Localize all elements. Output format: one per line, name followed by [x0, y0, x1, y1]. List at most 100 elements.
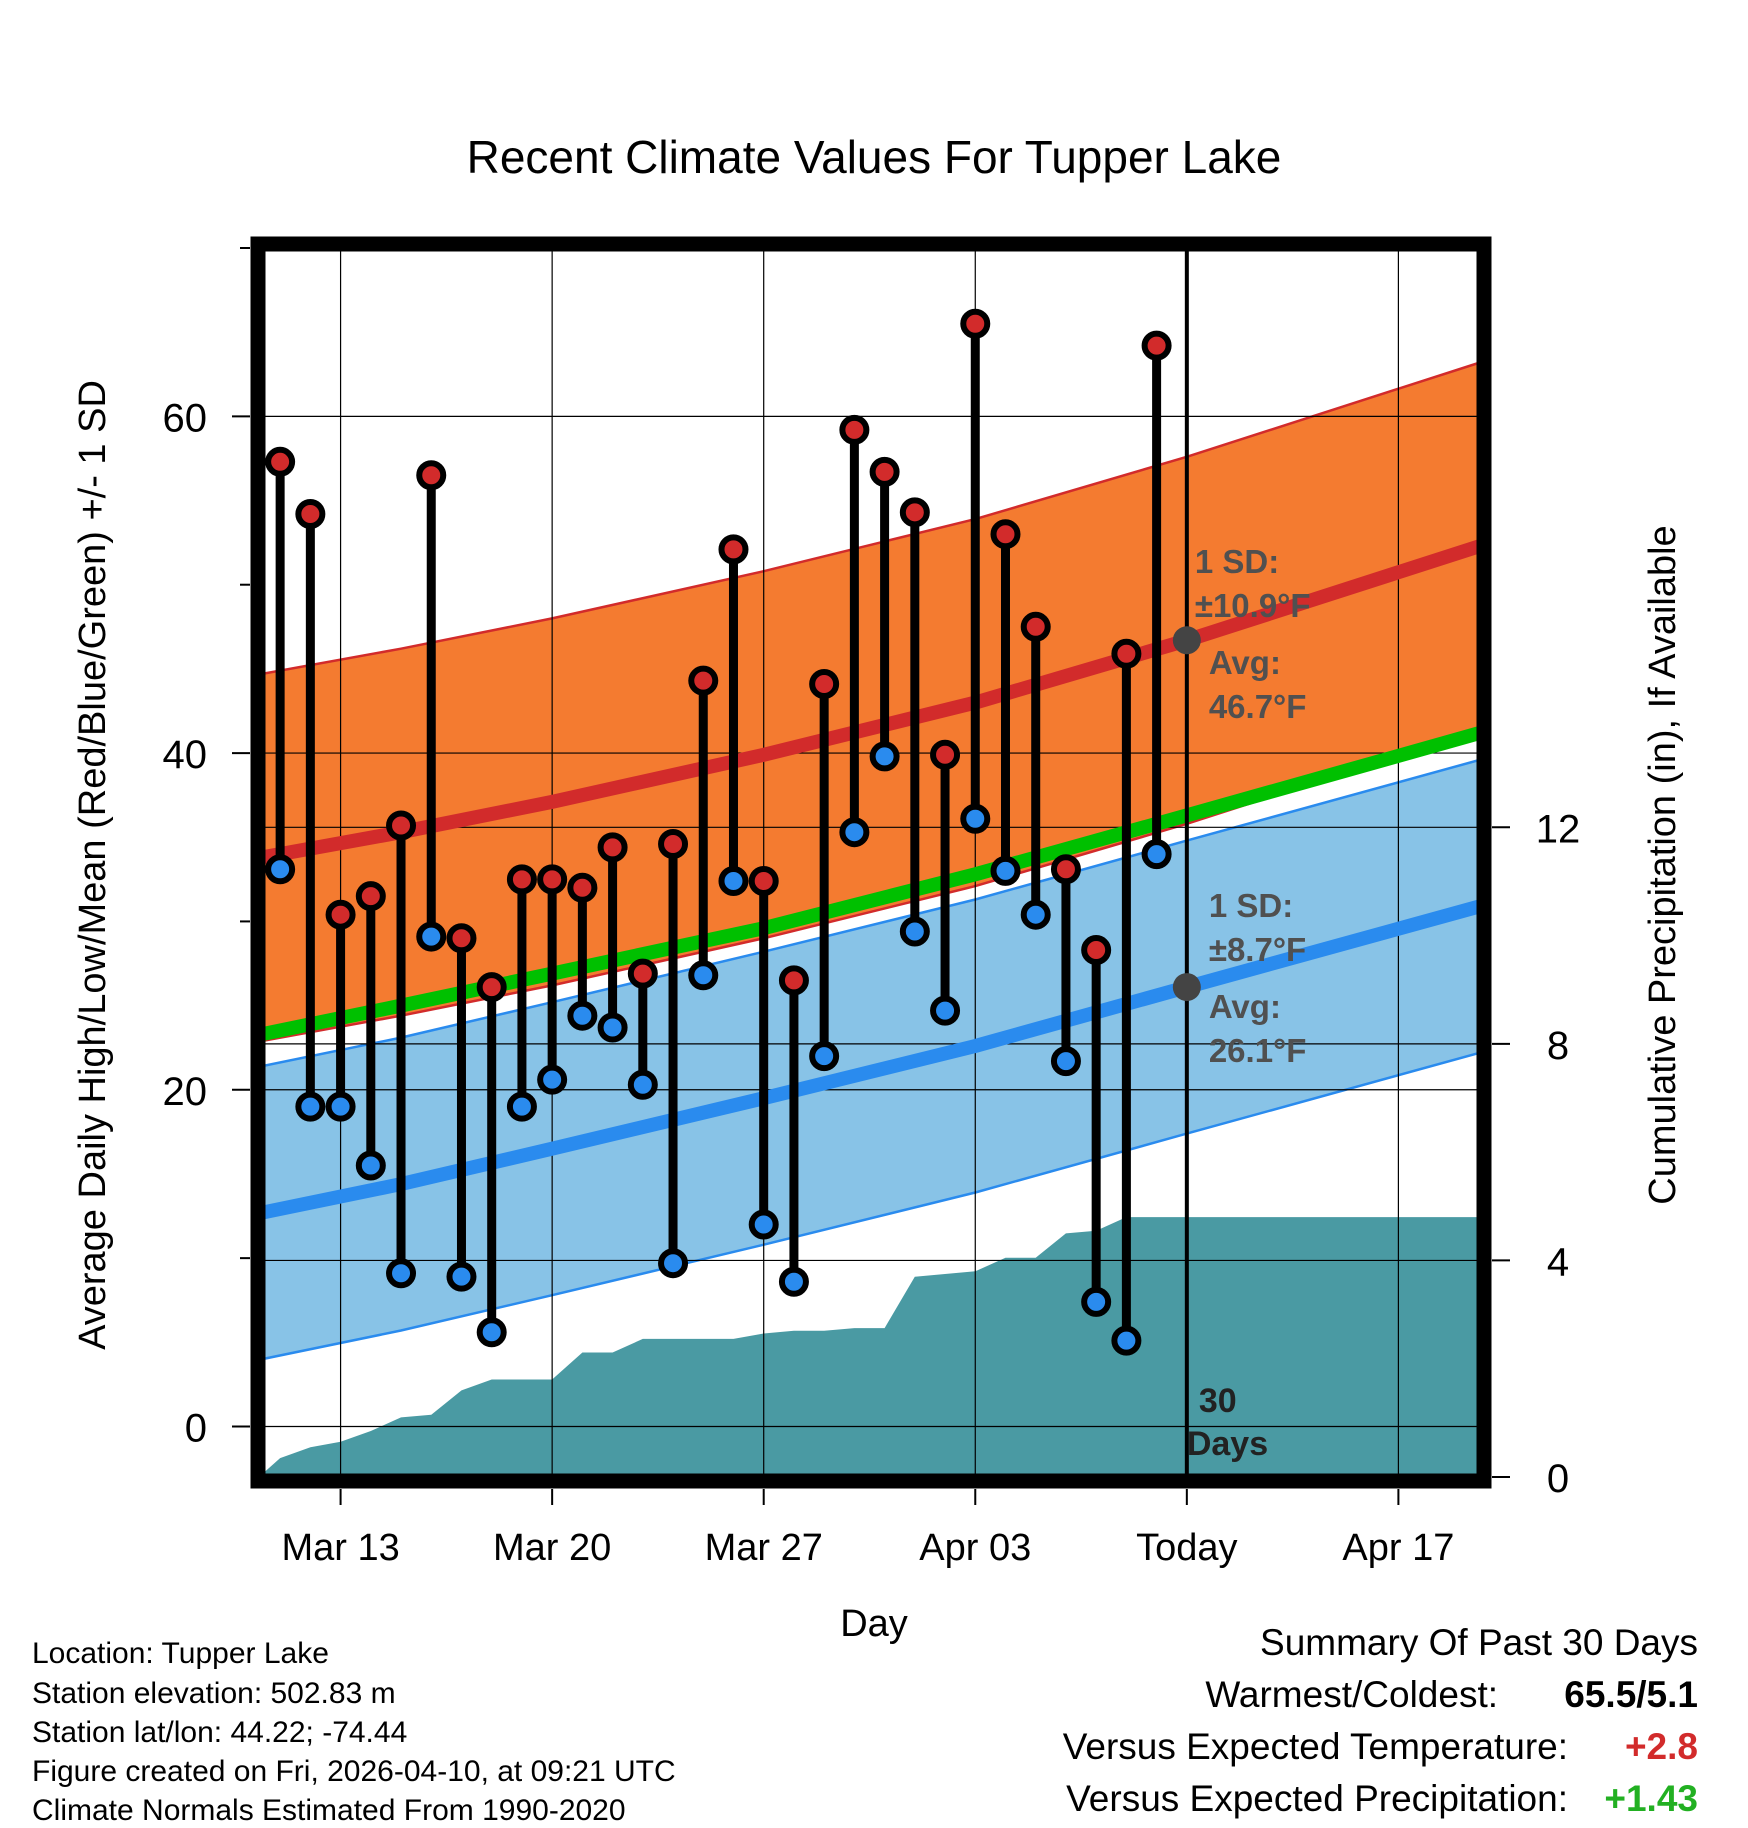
daily-high-point — [1020, 611, 1051, 642]
daily-high-point — [446, 923, 477, 954]
annot-low-sd-value: ±8.7°F — [1209, 931, 1306, 968]
daily-high-point — [1141, 330, 1172, 361]
daily-low-point — [990, 855, 1021, 886]
info-elevation: Station elevation: 502.83 m — [32, 1677, 396, 1710]
daily-high-point — [869, 456, 900, 487]
daily-low-point — [506, 1091, 537, 1122]
daily-low-point — [537, 1064, 568, 1095]
daily-high-point — [688, 665, 719, 696]
daily-low-point — [960, 803, 991, 834]
daily-high-point — [899, 497, 930, 528]
daily-high-point — [416, 460, 447, 491]
today-low-avg-marker — [1172, 973, 1201, 1002]
daily-low-point — [930, 995, 961, 1026]
normal-low-band — [262, 758, 1480, 1361]
x-tick-label-2: Mar 27 — [705, 1527, 823, 1569]
daily-low-point — [597, 1012, 628, 1043]
daily-low-point — [658, 1248, 689, 1279]
daily-high-point — [658, 828, 689, 859]
daily-low-point — [869, 741, 900, 772]
summary-warm-cold-label: Warmest/Coldest: — [1205, 1674, 1498, 1715]
y-tick-label-0: 0 — [185, 1406, 207, 1450]
daily-low-point — [1020, 899, 1051, 930]
today-days-number: 30 — [1199, 1382, 1237, 1420]
daily-low-point — [416, 921, 447, 952]
annot-high-sd-value: ±10.9°F — [1195, 587, 1311, 624]
summary-title: Summary Of Past 30 Days — [1260, 1622, 1698, 1663]
daily-high-point — [386, 810, 417, 841]
daily-high-point — [265, 446, 296, 477]
chart-title: Recent Climate Values For Tupper Lake — [467, 131, 1282, 183]
daily-high-point — [778, 965, 809, 996]
info-latlon: Station lat/lon: 44.22; -74.44 — [32, 1716, 408, 1749]
x-tick-label-3: Apr 03 — [919, 1527, 1031, 1569]
daily-low-point — [899, 916, 930, 947]
daily-low-point — [1141, 839, 1172, 870]
daily-high-point — [748, 866, 779, 897]
daily-low-point — [355, 1150, 386, 1181]
summary-temp-value: +2.8 — [1624, 1726, 1698, 1767]
daily-low-point — [1081, 1286, 1112, 1317]
info-normals: Climate Normals Estimated From 1990-2020 — [32, 1794, 626, 1827]
daily-high-point — [506, 864, 537, 895]
x-axis-label: Day — [840, 1603, 908, 1645]
annot-high-avg-label: Avg: — [1209, 644, 1281, 681]
y-tick-label-1: 20 — [163, 1070, 208, 1114]
annot-low-avg-label: Avg: — [1209, 988, 1281, 1025]
daily-low-point — [295, 1091, 326, 1122]
daily-high-point — [325, 899, 356, 930]
daily-low-point — [476, 1317, 507, 1348]
daily-high-point — [1111, 638, 1142, 669]
y-tick-label-2: 40 — [163, 733, 208, 777]
daily-high-point — [1081, 935, 1112, 966]
daily-low-point — [386, 1258, 417, 1289]
precip-area — [262, 1217, 1480, 1477]
summary-warm-cold-value: 65.5/5.1 — [1564, 1674, 1698, 1715]
daily-high-point — [990, 519, 1021, 550]
daily-low-point — [778, 1266, 809, 1297]
daily-high-point — [627, 958, 658, 989]
daily-low-point — [325, 1091, 356, 1122]
daily-high-point — [355, 881, 386, 912]
y-tick-label-3: 60 — [163, 396, 208, 440]
info-created: Figure created on Fri, 2026-04-10, at 09… — [32, 1755, 676, 1788]
daily-low-point — [1050, 1046, 1081, 1077]
x-tick-label-5: Apr 17 — [1342, 1527, 1454, 1569]
x-tick-label-1: Mar 20 — [493, 1527, 611, 1569]
daily-low-point — [748, 1209, 779, 1240]
today-high-avg-marker — [1172, 626, 1201, 655]
annot-low-sd-label: 1 SD: — [1209, 887, 1293, 924]
summary-precip-label: Versus Expected Precipitation: — [1066, 1778, 1568, 1819]
normal-high-band — [262, 361, 1480, 1043]
daily-high-point — [839, 414, 870, 445]
daily-high-point — [537, 864, 568, 895]
plot-frame — [250, 236, 1492, 1489]
daily-low-point — [688, 960, 719, 991]
y2-tick-label-0: 0 — [1547, 1457, 1569, 1501]
summary-temp-label: Versus Expected Temperature: — [1062, 1726, 1568, 1767]
daily-low-point — [627, 1069, 658, 1100]
daily-low-point — [718, 866, 749, 897]
daily-high-point — [809, 669, 840, 700]
daily-low-point — [567, 1000, 598, 1031]
y2-tick-label-3: 12 — [1536, 807, 1581, 851]
y2-tick-label-2: 8 — [1547, 1024, 1569, 1068]
annot-high-sd-label: 1 SD: — [1195, 543, 1279, 580]
daily-high-point — [960, 308, 991, 339]
y2-axis-label: Cumulative Precipitation (in), If Availa… — [1642, 525, 1684, 1204]
daily-high-point — [930, 739, 961, 770]
daily-low-point — [1111, 1325, 1142, 1356]
x-tick-label-4: Today — [1136, 1527, 1237, 1569]
y2-tick-label-1: 4 — [1547, 1240, 1569, 1284]
daily-high-point — [597, 832, 628, 863]
daily-low-point — [809, 1041, 840, 1072]
x-tick-label-0: Mar 13 — [281, 1527, 399, 1569]
daily-low-point — [446, 1261, 477, 1292]
annot-low-avg-value: 26.1°F — [1209, 1032, 1307, 1069]
daily-high-point — [476, 972, 507, 1003]
daily-high-point — [1050, 854, 1081, 885]
y-axis-label: Average Daily High/Low/Mean (Red/Blue/Gr… — [72, 380, 114, 1350]
daily-low-point — [839, 817, 870, 848]
info-location: Location: Tupper Lake — [32, 1637, 329, 1670]
